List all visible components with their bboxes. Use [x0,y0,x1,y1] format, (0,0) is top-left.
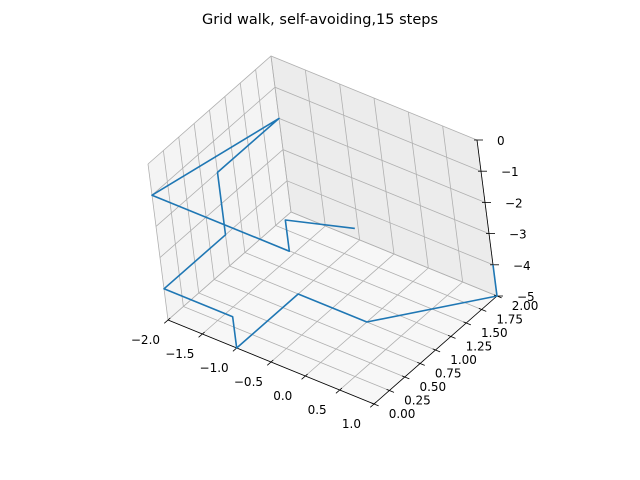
x-tick-label: 1.0 [342,417,361,431]
y-tick-label: 1.25 [466,339,493,353]
x-tick [266,359,274,366]
z-tick-label: −4 [513,259,531,273]
x-tick-label: 0.0 [273,389,292,403]
y-tick [432,348,441,353]
y-tick [371,402,379,407]
x-tick-label: −1.5 [165,347,194,361]
z-gridline [167,211,498,321]
series-layer [151,117,498,349]
y-tick-label: 0.75 [435,366,462,380]
tick-labels: −2.0 −1.5 −1.0 −0.5 0.0 0.5 1.0 0.000.250.500.7… [131,134,539,431]
z-gridline [159,149,490,258]
walk-line [151,117,498,349]
x-tick [301,373,308,380]
y-tick-label: 1.75 [496,312,523,326]
z-tick-label: 0 [497,134,505,148]
y-tick-label: 2.00 [512,299,539,313]
z-gridline [151,86,482,196]
x-tick-label: 0.5 [308,403,327,417]
chart-title: Grid walk, self-avoiding,15 steps [202,12,438,28]
axis-panes [148,56,497,404]
z-tick-label: −1 [501,165,519,179]
x-tick-label: −2.0 [131,333,160,347]
x-tick-label: −0.5 [234,375,263,389]
z-tick-label: −2 [505,196,523,210]
x-tick-label: −1.0 [200,361,229,375]
x-tick [335,387,343,394]
x-tick [369,401,377,408]
z-tick-label: −3 [509,228,527,242]
y-tick [401,375,410,380]
y-tick [386,388,395,393]
y-tick-label: 1.00 [450,353,477,367]
y-tick [478,307,487,312]
z-gridline [147,55,478,165]
y-tick [463,321,472,326]
y-tick [417,361,425,366]
y-tick-label: 1.50 [481,326,508,340]
x-tick [198,331,205,338]
y-tick-label: 0.50 [419,380,446,394]
y-tick [447,334,456,339]
y-tick-label: 0.00 [389,407,416,421]
y-tick-label: 0.25 [404,393,431,407]
x-tick [163,317,171,324]
z-tick-label: −5 [517,290,535,304]
